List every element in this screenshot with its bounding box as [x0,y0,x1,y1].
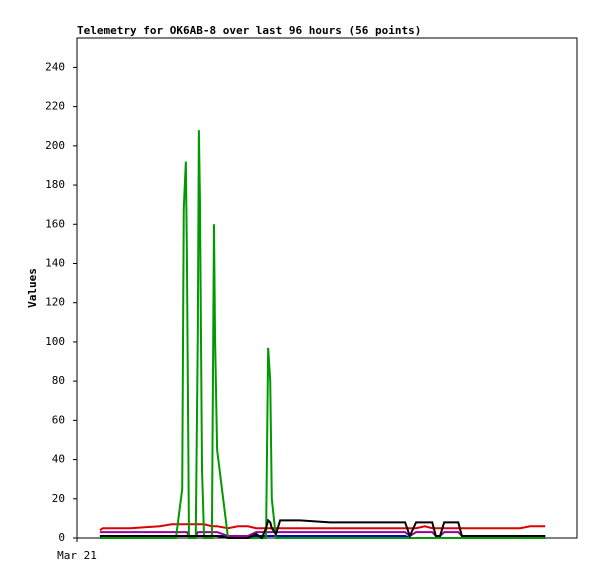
series-line [99,531,546,538]
y-tick-label: 200 [45,139,65,152]
y-tick-label: 60 [52,413,65,426]
y-tick-label: 140 [45,256,65,269]
y-axis-label: Values [26,268,39,308]
y-tick-label: 20 [52,492,65,505]
plot-frame [76,37,578,539]
series-line [99,518,546,540]
y-tick-label: 100 [45,335,65,348]
y-tick-label: 40 [52,453,65,466]
y-tick-label: 220 [45,100,65,113]
y-tick-label: 0 [58,531,65,544]
x-tick-label: Mar 21 [57,549,97,562]
y-tick-label: 160 [45,217,65,230]
y-tick-label: 80 [52,374,65,387]
y-tick-label: 240 [45,60,65,73]
y-tick-label: 180 [45,178,65,191]
chart-title: Telemetry for OK6AB-8 over last 96 hours… [77,24,421,37]
y-tick-label: 120 [45,296,65,309]
series-line [99,130,546,539]
series-line [99,523,546,532]
